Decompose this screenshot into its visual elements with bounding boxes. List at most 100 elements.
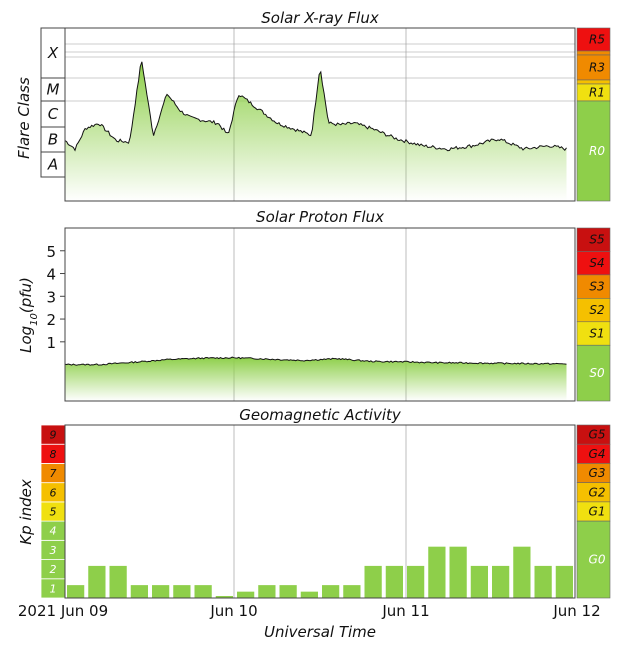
flare-class-label-c: C bbox=[48, 105, 59, 123]
kp-scale-label-g2: G2 bbox=[589, 485, 606, 499]
xray-title: Solar X-ray Flux bbox=[261, 9, 379, 27]
flare-class-label-b: B bbox=[48, 131, 58, 149]
x-tick-jun11: Jun 11 bbox=[381, 602, 429, 620]
x-axis: 2021 Jun 09 Jun 10 Jun 11 Jun 12 Univers… bbox=[18, 602, 601, 641]
kp-level-label-6: 6 bbox=[50, 486, 57, 499]
proton-scale-label-s5: S5 bbox=[589, 233, 604, 247]
xray-scale-level-5 bbox=[576, 100, 611, 202]
kp-bar-22 bbox=[534, 565, 552, 598]
kp-scale-label-g0: G0 bbox=[589, 553, 606, 567]
kp-bar-17 bbox=[428, 546, 446, 598]
proton-scale-label-s2: S2 bbox=[589, 303, 604, 317]
xray-scale-label-r0: R0 bbox=[589, 144, 605, 158]
xray-flux-line bbox=[64, 61, 567, 152]
kp-bar-19 bbox=[470, 565, 488, 598]
kp-bar-21 bbox=[513, 546, 531, 598]
kp-plot-frame bbox=[64, 424, 576, 599]
xray-scale-label-r3: R3 bbox=[589, 61, 605, 75]
kp-bar-12 bbox=[322, 585, 340, 598]
kp-scale-label-g3: G3 bbox=[589, 466, 606, 480]
kp-bar-6 bbox=[194, 585, 212, 598]
proton-scale-level-5 bbox=[576, 344, 611, 402]
kp-scale-label-g5: G5 bbox=[589, 428, 606, 442]
kp-bar-7 bbox=[215, 596, 233, 598]
proton-scale-label-s1: S1 bbox=[589, 327, 604, 341]
proton-scale-label-s0: S0 bbox=[589, 366, 605, 380]
x-tick-jun10: Jun 10 bbox=[209, 602, 257, 620]
flare-class-label-a: A bbox=[47, 156, 58, 174]
proton-plot-area bbox=[64, 227, 576, 402]
kp-level-label-9: 9 bbox=[50, 429, 57, 442]
kp-bar-2 bbox=[109, 565, 127, 598]
kp-bars bbox=[67, 546, 573, 598]
xray-ylabel: Flare Class bbox=[15, 77, 33, 159]
kp-level-label-3: 3 bbox=[50, 544, 57, 557]
proton-tick-3: 3 bbox=[46, 288, 56, 306]
proton-scale-label-s4: S4 bbox=[589, 256, 604, 270]
kp-level-strip: 1 2 3 4 5 6 7 8 9 bbox=[40, 424, 66, 599]
xray-scale-label-r5: R5 bbox=[589, 33, 605, 47]
proton-tick-5: 5 bbox=[46, 243, 56, 261]
kp-bar-10 bbox=[279, 585, 297, 598]
kp-bar-4 bbox=[152, 585, 170, 598]
kp-bar-1 bbox=[88, 565, 106, 598]
kp-level-label-2: 2 bbox=[50, 563, 57, 576]
kp-bar-14 bbox=[364, 565, 382, 598]
kp-bar-23 bbox=[555, 565, 573, 598]
proton-tick-1: 1 bbox=[46, 334, 56, 352]
kp-title: Geomagnetic Activity bbox=[239, 406, 402, 424]
proton-y-ticks: 1 2 3 4 5 bbox=[46, 243, 65, 352]
x-tick-jun12: Jun 12 bbox=[552, 602, 600, 620]
proton-tick-2: 2 bbox=[46, 311, 56, 329]
flare-class-box-b bbox=[40, 126, 66, 153]
proton-tick-4: 4 bbox=[46, 266, 56, 284]
proton-flux-line bbox=[64, 356, 567, 366]
kp-bar-3 bbox=[130, 585, 148, 598]
xray-scale-level-3 bbox=[576, 79, 611, 85]
x-tick-jun09: 2021 Jun 09 bbox=[18, 602, 108, 620]
kp-level-label-1: 1 bbox=[50, 582, 57, 595]
flare-class-box-x bbox=[40, 27, 66, 79]
flare-class-label-m: M bbox=[47, 81, 60, 99]
kp-ylabel: Kp index bbox=[17, 479, 35, 545]
radiation-storm-scale: S5 S4 S3 S2 S1 S0 bbox=[576, 227, 611, 402]
kp-bar-16 bbox=[407, 565, 425, 598]
kp-bar-8 bbox=[237, 591, 255, 598]
kp-bar-15 bbox=[385, 565, 403, 598]
xray-plot-area bbox=[64, 27, 576, 202]
proton-flux-fill bbox=[65, 357, 567, 401]
proton-title: Solar Proton Flux bbox=[256, 208, 384, 226]
kp-bar-9 bbox=[258, 585, 276, 598]
kp-bar-0 bbox=[67, 585, 85, 598]
kp-bar-20 bbox=[492, 565, 510, 598]
x-axis-label: Universal Time bbox=[264, 623, 376, 641]
kp-level-label-8: 8 bbox=[50, 448, 57, 461]
flare-class-label-x: X bbox=[47, 44, 59, 62]
kp-panel: Geomagnetic Activity Kp index 123456789 … bbox=[17, 406, 611, 599]
xray-flux-fill bbox=[65, 61, 567, 201]
geomagnetic-storm-scale: G5 G4 G3 G2 G1 G0 bbox=[576, 424, 611, 599]
flare-class-box-c bbox=[40, 100, 66, 128]
proton-scale-label-s3: S3 bbox=[589, 280, 604, 294]
xray-scale-label-r1: R1 bbox=[589, 86, 605, 100]
kp-level-label-7: 7 bbox=[50, 467, 57, 480]
kp-scale-label-g4: G4 bbox=[589, 447, 606, 461]
xray-scale-level-1 bbox=[576, 50, 611, 56]
kp-bar-18 bbox=[449, 546, 467, 598]
kp-bar-11 bbox=[300, 591, 318, 598]
proton-plot-frame bbox=[64, 227, 576, 402]
proton-ylabel: Log10(pfu) bbox=[17, 277, 40, 353]
kp-level-label-4: 4 bbox=[50, 525, 57, 538]
xray-scale-level-2 bbox=[576, 54, 611, 81]
xray-plot-frame bbox=[64, 27, 576, 202]
kp-scale-label-g1: G1 bbox=[589, 505, 606, 519]
kp-bar-13 bbox=[343, 585, 361, 598]
kp-bar-5 bbox=[173, 585, 191, 598]
kp-level-label-5: 5 bbox=[50, 506, 57, 519]
radio-blackout-scale: R5 R3 R1 R0 bbox=[576, 27, 611, 202]
kp-plot-area bbox=[64, 424, 576, 599]
